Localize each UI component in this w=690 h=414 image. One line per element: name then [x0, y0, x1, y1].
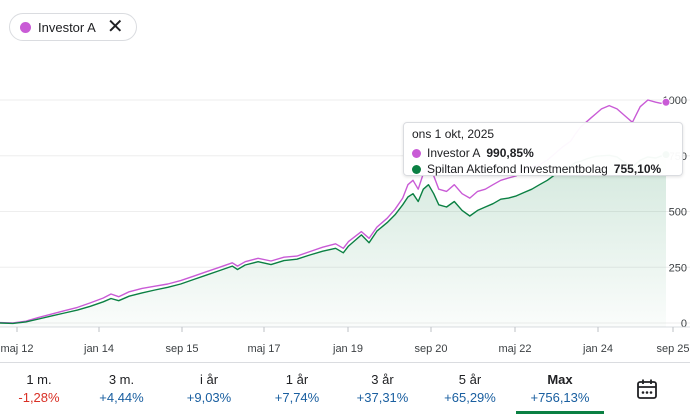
period-tab-max[interactable]: Max +756,13% — [516, 363, 604, 414]
x-tick-label: maj 22 — [498, 343, 531, 355]
period-value: +9,03% — [186, 390, 232, 405]
y-tick-label: 0 — [681, 318, 687, 330]
calendar-button[interactable] — [604, 363, 690, 414]
period-tab-1m[interactable]: 1 m. -1,28% — [0, 363, 78, 414]
tooltip-investor-value: 990,85% — [486, 146, 534, 160]
period-value: +4,44% — [99, 390, 144, 405]
period-tab-5y[interactable]: 5 år +65,29% — [424, 363, 516, 414]
tooltip-date: ons 1 okt, 2025 — [412, 127, 495, 141]
period-value: -1,28% — [18, 390, 60, 405]
investor-a-color-dot — [20, 21, 31, 33]
x-tick-label: jan 14 — [83, 343, 114, 355]
period-tabs: 1 m. -1,28% 3 m. +4,44% i år +9,03% 1 år… — [0, 362, 690, 414]
period-tab-3y[interactable]: 3 år +37,31% — [341, 363, 424, 414]
period-value: +7,74% — [274, 390, 320, 405]
x-tick-label: sep 20 — [414, 343, 447, 355]
chart-tooltip: ons 1 okt, 2025 Investor A 990,85% Spilt… — [403, 122, 683, 176]
investor-a-chip[interactable]: Investor A ✕ — [9, 13, 137, 41]
period-label: 3 år — [371, 372, 394, 387]
y-tick-label: 250 — [669, 262, 687, 274]
x-tick-label: sep 25 — [656, 343, 689, 355]
close-icon[interactable]: ✕ — [106, 16, 124, 38]
tooltip-row-spiltan: Spiltan Aktiefond Investmentbolag 755,10… — [412, 161, 674, 177]
x-tick-label: jan 24 — [582, 343, 613, 355]
tooltip-investor-dot — [412, 148, 421, 158]
period-label: i år — [199, 372, 219, 387]
tooltip-spiltan-value: 755,10% — [613, 162, 662, 176]
period-value: +65,29% — [444, 390, 496, 405]
tooltip-spiltan-dot — [412, 164, 421, 174]
x-tick-label: maj 12 — [0, 343, 33, 355]
period-tab-ytd[interactable]: i år +9,03% — [165, 363, 253, 414]
investor-a-end-marker — [661, 97, 671, 107]
tooltip-spiltan-name: Spiltan Aktiefond Investmentbolag — [427, 162, 608, 176]
period-label: 3 m. — [108, 372, 135, 387]
period-label: Max — [547, 372, 573, 387]
period-value: +37,31% — [356, 390, 409, 405]
investor-a-chip-label: Investor A — [38, 19, 96, 35]
period-label: 1 m. — [26, 372, 52, 387]
period-value: +756,13% — [530, 390, 590, 405]
x-tick-label: jan 19 — [332, 343, 363, 355]
period-tab-1y[interactable]: 1 år +7,74% — [253, 363, 341, 414]
x-tick-label: sep 15 — [165, 343, 198, 355]
period-label: 1 år — [285, 372, 309, 387]
tooltip-investor-name: Investor A — [427, 146, 481, 160]
spiltan-area-fill — [0, 154, 666, 327]
period-tab-3m[interactable]: 3 m. +4,44% — [78, 363, 165, 414]
period-label: 5 år — [458, 372, 482, 387]
tooltip-row-investor: Investor A 990,85% — [412, 145, 674, 161]
calendar-icon — [637, 379, 657, 399]
x-tick-label: maj 17 — [247, 343, 280, 355]
y-tick-label: 500 — [669, 207, 687, 219]
